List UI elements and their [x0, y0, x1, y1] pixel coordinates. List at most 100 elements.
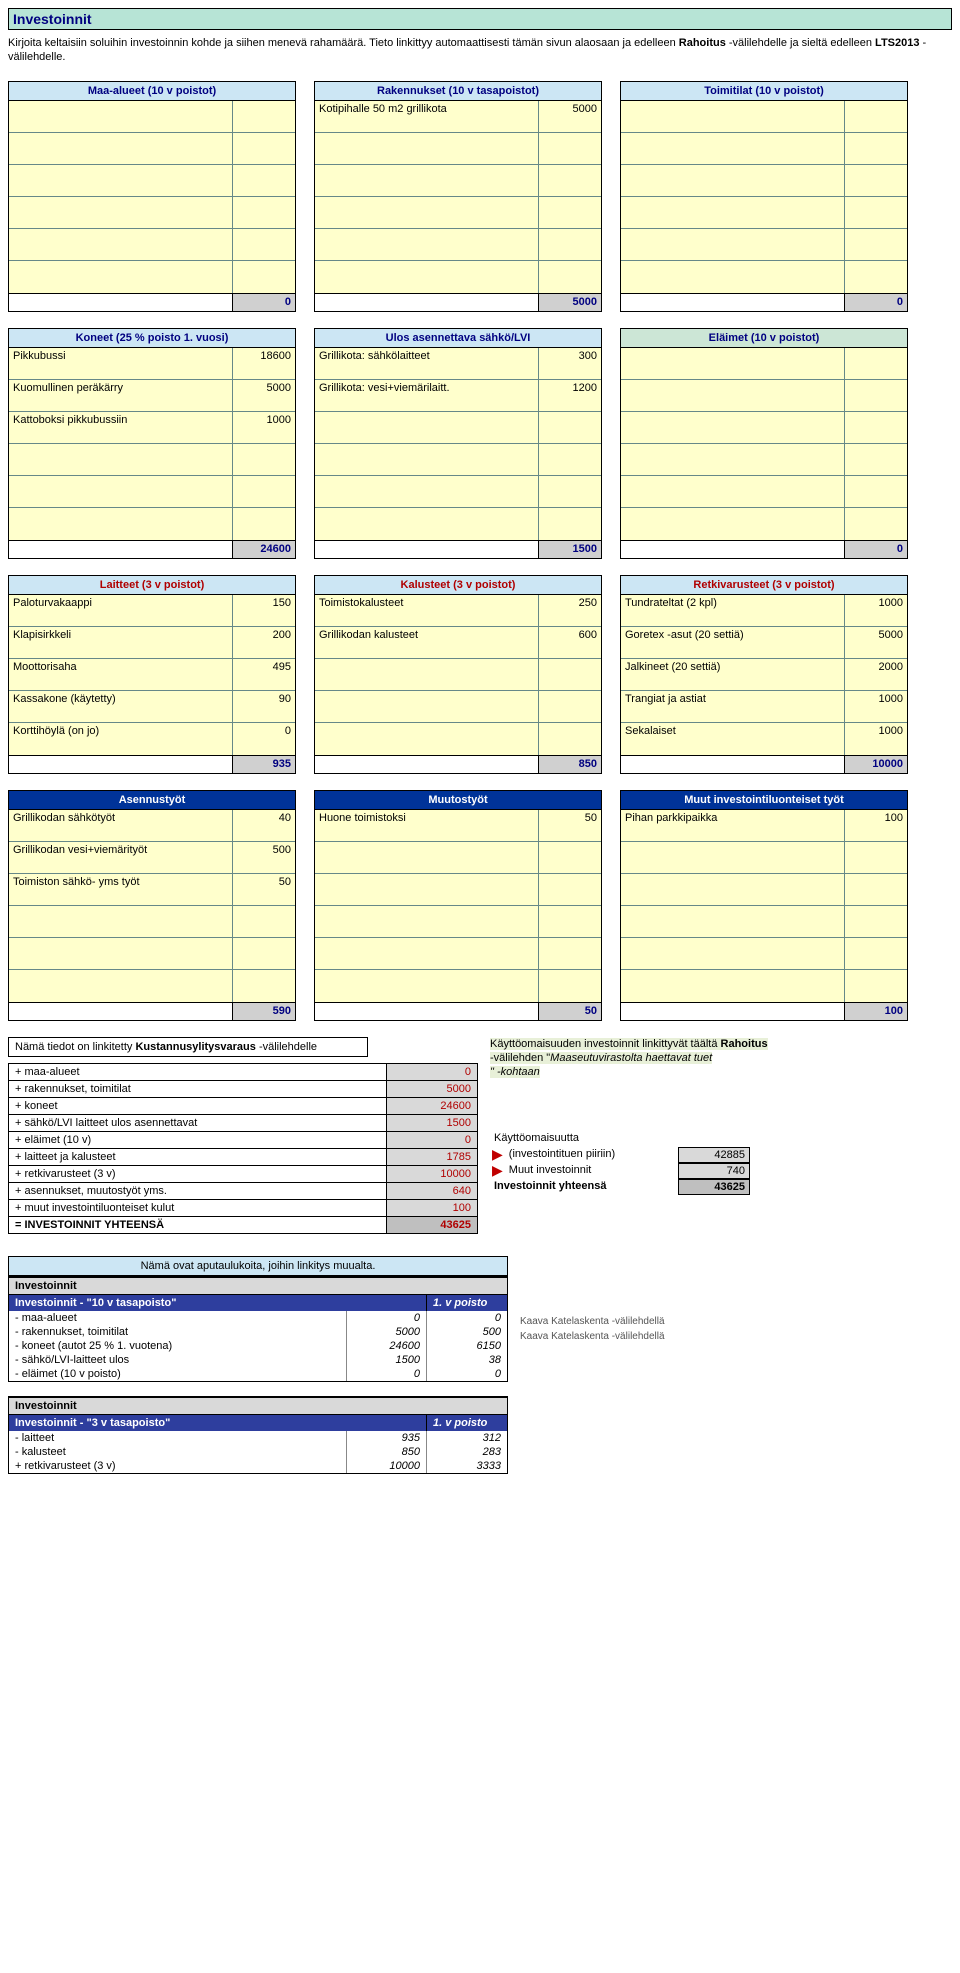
item-label[interactable] — [315, 165, 539, 196]
item-value[interactable] — [845, 476, 907, 507]
item-value[interactable] — [845, 165, 907, 196]
item-value[interactable] — [845, 229, 907, 260]
item-label[interactable] — [315, 659, 539, 690]
item-value[interactable] — [539, 412, 601, 443]
item-value[interactable] — [539, 691, 601, 722]
item-label[interactable]: Kassakone (käytetty) — [9, 691, 233, 722]
item-value[interactable] — [539, 197, 601, 228]
item-label[interactable] — [621, 261, 845, 293]
item-value[interactable]: 2000 — [845, 659, 907, 690]
item-label[interactable]: Klapisirkkeli — [9, 627, 233, 658]
item-label[interactable] — [9, 101, 233, 132]
item-label[interactable] — [315, 970, 539, 1002]
item-label[interactable]: Pihan parkkipaikka — [621, 810, 845, 841]
item-value[interactable]: 1200 — [539, 380, 601, 411]
item-value[interactable] — [539, 133, 601, 164]
item-value[interactable] — [233, 476, 295, 507]
item-label[interactable]: Grillikota: sähkölaitteet — [315, 348, 539, 379]
item-value[interactable] — [539, 970, 601, 1002]
item-label[interactable] — [9, 261, 233, 293]
item-value[interactable]: 250 — [539, 595, 601, 626]
item-value[interactable] — [539, 165, 601, 196]
item-value[interactable] — [539, 723, 601, 755]
item-value[interactable] — [539, 842, 601, 873]
item-value[interactable]: 40 — [233, 810, 295, 841]
item-label[interactable]: Tundrateltat (2 kpl) — [621, 595, 845, 626]
item-label[interactable]: Grillikodan vesi+viemärityöt — [9, 842, 233, 873]
item-label[interactable] — [9, 197, 233, 228]
item-value[interactable] — [539, 874, 601, 905]
item-label[interactable] — [621, 874, 845, 905]
item-label[interactable] — [621, 444, 845, 475]
item-label[interactable] — [621, 842, 845, 873]
item-value[interactable]: 600 — [539, 627, 601, 658]
item-value[interactable] — [539, 476, 601, 507]
item-value[interactable] — [539, 659, 601, 690]
item-value[interactable] — [845, 906, 907, 937]
item-value[interactable]: 100 — [845, 810, 907, 841]
item-value[interactable] — [845, 970, 907, 1002]
item-label[interactable] — [9, 508, 233, 540]
item-label[interactable] — [9, 165, 233, 196]
item-value[interactable]: 5000 — [233, 380, 295, 411]
item-value[interactable] — [233, 229, 295, 260]
item-value[interactable]: 500 — [233, 842, 295, 873]
item-value[interactable]: 5000 — [845, 627, 907, 658]
item-label[interactable] — [9, 970, 233, 1002]
item-label[interactable]: Grillikodan sähkötyöt — [9, 810, 233, 841]
item-value[interactable] — [233, 970, 295, 1002]
item-label[interactable] — [621, 165, 845, 196]
item-label[interactable] — [621, 412, 845, 443]
item-value[interactable] — [539, 508, 601, 540]
item-label[interactable] — [621, 101, 845, 132]
item-label[interactable] — [9, 476, 233, 507]
item-label[interactable] — [315, 938, 539, 969]
item-value[interactable]: 1000 — [845, 691, 907, 722]
item-value[interactable] — [233, 906, 295, 937]
item-label[interactable]: Grillikota: vesi+viemärilaitt. — [315, 380, 539, 411]
item-label[interactable]: Sekalaiset — [621, 723, 845, 755]
item-label[interactable] — [9, 938, 233, 969]
item-label[interactable]: Moottorisaha — [9, 659, 233, 690]
item-label[interactable] — [315, 723, 539, 755]
item-value[interactable]: 5000 — [539, 101, 601, 132]
item-value[interactable]: 1000 — [845, 723, 907, 755]
item-label[interactable]: Kotipihalle 50 m2 grillikota — [315, 101, 539, 132]
item-value[interactable] — [845, 197, 907, 228]
item-value[interactable]: 50 — [539, 810, 601, 841]
item-label[interactable] — [315, 691, 539, 722]
item-label[interactable]: Huone toimistoksi — [315, 810, 539, 841]
item-value[interactable]: 0 — [233, 723, 295, 755]
item-label[interactable] — [621, 133, 845, 164]
item-label[interactable] — [315, 444, 539, 475]
item-value[interactable]: 150 — [233, 595, 295, 626]
item-label[interactable] — [621, 229, 845, 260]
item-label[interactable]: Goretex -asut (20 settiä) — [621, 627, 845, 658]
item-value[interactable]: 1000 — [233, 412, 295, 443]
item-value[interactable]: 90 — [233, 691, 295, 722]
item-label[interactable] — [315, 412, 539, 443]
item-label[interactable] — [315, 229, 539, 260]
item-value[interactable] — [539, 229, 601, 260]
item-label[interactable] — [315, 874, 539, 905]
item-value[interactable]: 1000 — [845, 595, 907, 626]
item-label[interactable]: Toimistokalusteet — [315, 595, 539, 626]
item-value[interactable] — [845, 133, 907, 164]
item-value[interactable]: 50 — [233, 874, 295, 905]
item-value[interactable] — [845, 874, 907, 905]
item-value[interactable] — [539, 444, 601, 475]
item-label[interactable] — [9, 444, 233, 475]
item-value[interactable] — [845, 101, 907, 132]
item-value[interactable] — [233, 508, 295, 540]
item-label[interactable]: Grillikodan kalusteet — [315, 627, 539, 658]
item-label[interactable] — [315, 133, 539, 164]
item-label[interactable] — [315, 261, 539, 293]
item-value[interactable] — [845, 444, 907, 475]
item-label[interactable]: Paloturvakaappi — [9, 595, 233, 626]
item-label[interactable] — [621, 970, 845, 1002]
item-label[interactable] — [315, 197, 539, 228]
item-label[interactable] — [315, 842, 539, 873]
item-label[interactable] — [621, 938, 845, 969]
item-label[interactable]: Kattoboksi pikkubussiin — [9, 412, 233, 443]
item-label[interactable] — [621, 197, 845, 228]
